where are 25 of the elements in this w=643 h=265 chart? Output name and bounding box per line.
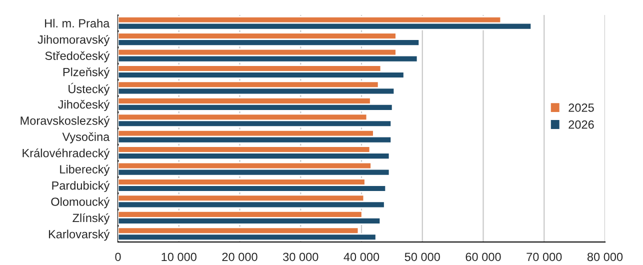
x-tick-label: 80 000 [587, 252, 623, 262]
legend-label: 2026 [568, 120, 594, 129]
y-tick-label: Zlínský [72, 213, 110, 224]
legend-label: 2025 [568, 104, 594, 112]
y-tick-label: Hl. m. Praha [45, 18, 110, 28]
y-tick-label: Olomoucký [51, 197, 110, 208]
x-tick-label: 20 000 [222, 252, 258, 262]
x-tick-label: 30 000 [283, 252, 318, 262]
y-tick-label: Vysočina [62, 132, 110, 144]
x-tick-label: 10 000 [162, 252, 196, 262]
x-tick-label: 70 000 [526, 252, 562, 262]
y-tick-label: Středočeský [45, 51, 110, 62]
y-tick-label: Plzeňský [63, 67, 110, 79]
y-tick-label: Královéhradecký [22, 148, 110, 160]
y-tick-label: Jihočeský [58, 100, 110, 111]
x-tick-label: 60 000 [466, 252, 501, 262]
x-tick-label: 40 000 [344, 252, 380, 262]
y-tick-label: Liberecký [60, 164, 110, 176]
y-tick-label: Jihomoravský [38, 34, 110, 46]
x-tick-label: 0 [115, 252, 121, 262]
y-tick-label: Ústecký [68, 82, 110, 96]
y-tick-label: Pardubický [52, 180, 110, 192]
y-tick-label: Moravskoslezský [20, 116, 110, 128]
y-tick-label: Karlovarský [48, 230, 110, 241]
x-tick-label: 50 000 [404, 252, 440, 262]
